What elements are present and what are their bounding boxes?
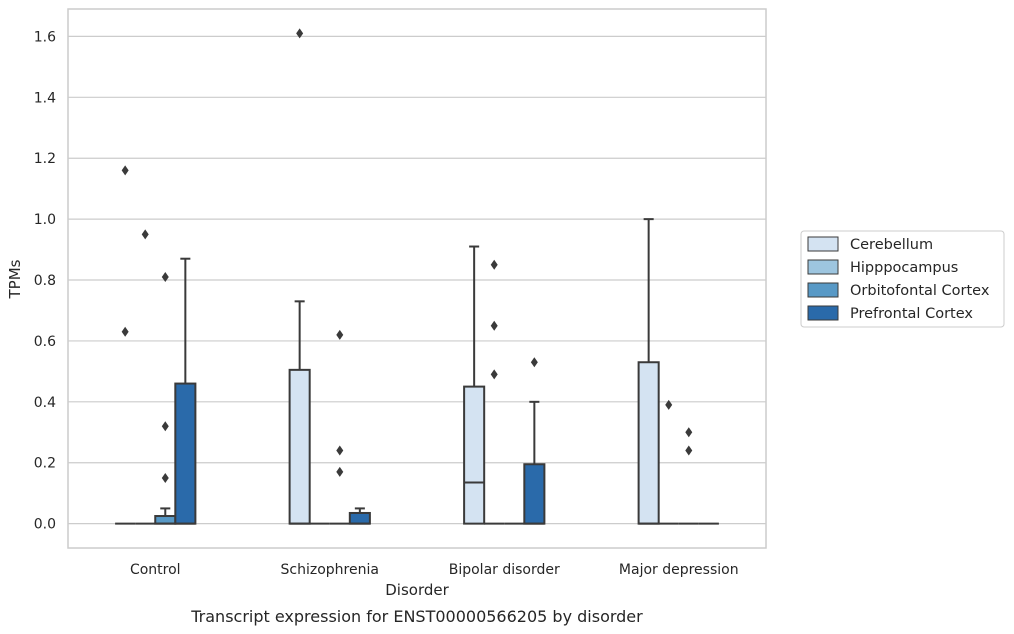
outlier-point	[141, 229, 149, 240]
outlier-point	[685, 445, 693, 456]
legend-frame	[800, 230, 1005, 328]
plot-frame	[67, 8, 767, 549]
y-axis-ticks: 0.0 0.2 0.4 0.6 0.8 1.0 1.2 1.4 1.6	[34, 29, 56, 532]
box-body	[463, 385, 486, 525]
box-1-2	[484, 259, 505, 525]
y-tick-label: 0.2	[34, 456, 56, 472]
box-0-2	[463, 245, 486, 525]
box-3-2	[523, 357, 546, 525]
outlier-point	[336, 445, 344, 456]
legend-label: Orbitofontal Cortex	[850, 283, 990, 299]
box-body	[154, 515, 177, 525]
outlier-point	[296, 28, 304, 39]
box-body	[637, 361, 660, 525]
x-axis-title: Disorder	[385, 581, 449, 599]
y-tick-label: 1.4	[34, 90, 56, 106]
outlier-point	[490, 259, 498, 270]
outlier-point	[161, 271, 169, 282]
outlier-point	[490, 369, 498, 380]
legend-label: Cerebellum	[850, 237, 933, 253]
legend-items: Cerebellum Hipppocampus Orbitofontal Corte…	[807, 236, 990, 322]
chart-caption: Transcript expression for ENST0000056620…	[190, 607, 643, 626]
box-series	[115, 28, 719, 525]
box-3-1	[348, 507, 371, 525]
legend-swatch	[807, 259, 839, 275]
outlier-point	[121, 165, 129, 176]
legend-swatch	[807, 282, 839, 298]
box-1-3	[658, 399, 679, 525]
y-tick-label: 0.4	[34, 395, 56, 411]
box-body	[523, 463, 546, 525]
box-body	[288, 368, 311, 525]
x-axis-ticks: Control Schizophrenia Bipolar disorder Majo…	[130, 562, 739, 578]
y-axis-title: TPMs	[6, 259, 24, 299]
box-0-3	[637, 218, 660, 525]
y-tick-label: 1.6	[34, 29, 56, 45]
y-tick-label: 1.0	[34, 212, 56, 228]
box-2-1	[329, 329, 350, 525]
y-tick-label: 0.0	[34, 517, 56, 533]
box-1-0	[135, 229, 156, 525]
outlier-point	[490, 320, 498, 331]
gridlines	[68, 35, 766, 525]
x-tick-label: Bipolar disorder	[449, 562, 560, 578]
outlier-point	[336, 329, 344, 340]
outlier-point	[161, 472, 169, 483]
x-tick-label: Schizophrenia	[281, 562, 379, 578]
outlier-point	[685, 427, 693, 438]
box-2-3	[678, 427, 699, 525]
y-tick-label: 0.6	[34, 334, 56, 350]
y-tick-label: 1.2	[34, 151, 56, 167]
box-body	[348, 511, 371, 525]
outlier-point	[121, 326, 129, 337]
x-tick-label: Major depression	[619, 562, 739, 578]
legend-swatch	[807, 305, 839, 321]
box-body	[174, 382, 197, 525]
y-tick-label: 0.8	[34, 273, 56, 289]
box-0-1	[288, 28, 311, 525]
outlier-point	[336, 466, 344, 477]
outlier-point	[530, 357, 538, 368]
box-2-0	[154, 271, 177, 525]
legend: Cerebellum Hipppocampus Orbitofontal Corte…	[800, 230, 1005, 328]
legend-label: Hipppocampus	[850, 260, 958, 276]
legend-swatch	[807, 236, 839, 252]
outlier-point	[665, 399, 673, 410]
legend-label: Prefrontal Cortex	[850, 306, 973, 322]
box-3-0	[174, 257, 197, 525]
outlier-point	[161, 421, 169, 432]
x-tick-label: Control	[130, 562, 181, 578]
box-0-0	[115, 165, 136, 525]
